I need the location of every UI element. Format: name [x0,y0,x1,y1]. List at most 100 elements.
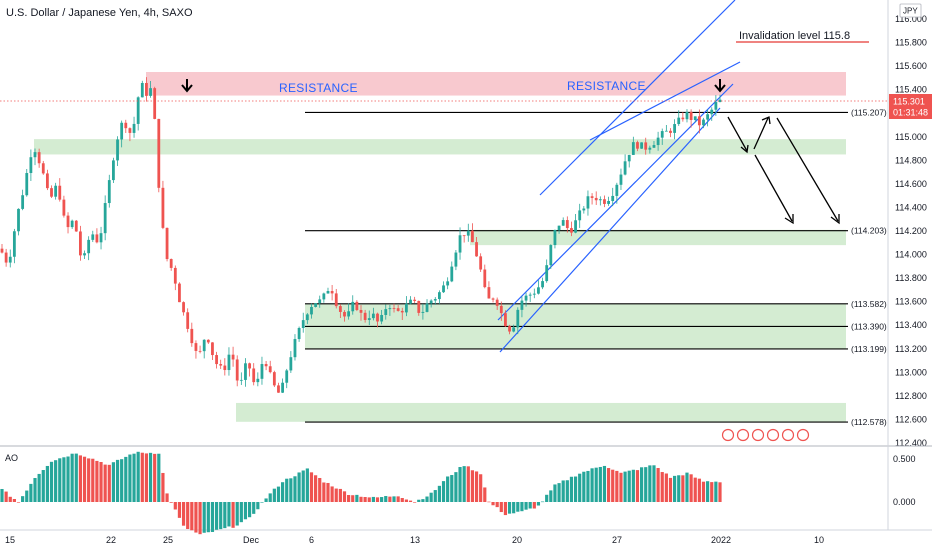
ao-bar [132,453,136,502]
ao-bar [396,496,400,502]
ao-bar [272,488,276,502]
ao-bar [355,494,359,502]
support-zone [236,402,846,422]
candle-body [648,147,652,150]
candle-body [504,313,507,327]
ao-tick-high: 0.500 [893,454,916,464]
candle-body [681,117,685,120]
candle-body [446,281,450,286]
economic-events[interactable] [721,428,810,442]
ao-bar [338,488,342,502]
ao-bar [714,481,718,502]
candle-body [161,187,165,228]
candle-body [211,342,214,356]
ao-bar [536,502,541,506]
event-flag-icon[interactable] [736,428,750,442]
ao-bar [161,472,165,502]
candle-body [145,82,148,96]
candle-body [289,357,293,371]
candle-body [384,309,388,315]
candle-body [367,318,371,320]
candle-body [29,157,33,174]
candle-body [553,230,557,246]
candle-body [45,173,49,189]
candle-body [396,308,400,311]
candle-body [466,230,470,236]
event-flag-icon[interactable] [766,428,780,442]
candle-body [409,299,412,304]
candle-body [252,368,256,383]
ao-bar [181,502,186,526]
candle-body [644,142,648,150]
candle-body [178,283,181,303]
ao-bar [516,502,520,512]
ao-bar [619,472,623,502]
ao-bar [371,496,375,502]
candle-body [516,309,520,328]
candle-body [565,220,569,229]
ao-bar [21,496,25,502]
ao-bar [305,468,309,502]
resistance-label-left: RESISTANCE [279,81,358,95]
ao-bar [227,502,231,527]
candle-body [194,343,198,351]
ao-bar [677,475,681,502]
ao-bar [578,473,582,502]
ao-bar [124,456,128,502]
candle-body [202,339,206,352]
ao-bar [479,474,483,502]
ao-bar [545,494,549,502]
ao-bar [157,453,161,502]
candle-body [532,293,536,295]
candle-body [62,199,66,216]
ao-bar [507,502,512,514]
ao-bar [367,497,371,502]
time-axis[interactable]: 15 22 25 Dec 6 13 20 27 2022 10 [5,535,824,545]
ao-bar [380,497,384,502]
candle-body [112,160,115,181]
ao-bar [58,458,62,502]
ao-bar [276,486,281,502]
candle-body [607,200,610,204]
candle-body [239,379,243,381]
candle-body [392,308,396,309]
candle-body [376,313,379,322]
event-flag-icon[interactable] [796,428,810,442]
ao-bar [347,495,351,502]
ao-bar [198,502,202,535]
ao-bar [70,453,74,502]
candle-body [586,196,590,209]
ao-bar [363,496,367,502]
ao-bar [202,502,206,533]
ao-bar [87,458,91,502]
ao-bar [673,475,677,502]
time-tick-label: 20 [512,535,522,545]
ao-bar [219,502,223,530]
ao-bar [710,482,714,502]
chart-title: U.S. Dollar / Japanese Yen, 4h, SAXO [6,7,193,19]
ao-bar [190,502,194,531]
time-tick-label: 27 [612,535,622,545]
ao-bar [82,456,87,502]
time-tick-label: 6 [309,535,314,545]
candle-body [140,82,144,98]
current-price-tag: 115.301 01:31:48 [889,94,932,119]
event-flag-icon[interactable] [721,428,735,442]
currency-badge-label: JPY [903,7,918,16]
ao-histogram [0,451,722,535]
candle-body [41,163,45,174]
event-flag-icon[interactable] [751,428,765,442]
ao-bar [4,491,8,502]
ao-bar [206,502,210,533]
ao-bar [243,502,248,520]
candle-body [215,355,218,365]
channel-lower-line [499,107,721,353]
candle-body [631,142,635,155]
ao-bar [483,487,487,502]
ao-bar [309,472,314,502]
event-flag-icon[interactable] [781,428,795,442]
price-tick-label: 114.000 [895,250,927,260]
currency-badge[interactable]: JPY [899,3,922,18]
current-price-value: 115.301 [893,97,925,107]
ao-bar [573,476,578,502]
